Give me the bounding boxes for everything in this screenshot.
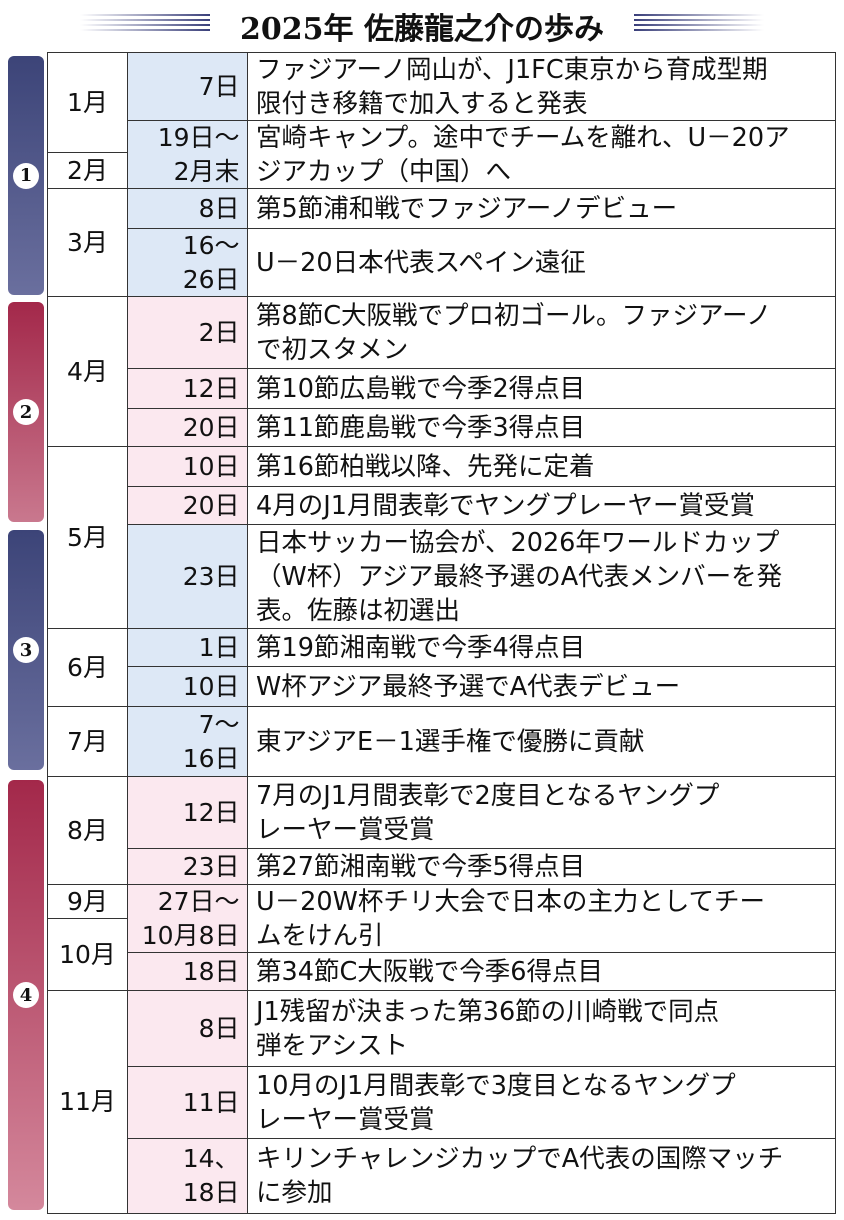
event-text: 10月のJ1月間表彰で3度目となるヤングプ レーヤー賞受賞 [247,1066,836,1140]
day-cell: 10日 [126,446,249,488]
day-cell: 11日 [126,1066,249,1140]
event-text: 7月のJ1月間表彰で2度目となるヤングプ レーヤー賞受賞 [247,776,836,850]
event-text: W杯アジア最終予選でA代表デビュー [247,666,836,708]
day-cell: 12日 [126,368,249,410]
phase-bar: 3 [8,530,44,770]
event-text: 第10節広島戦で今季2得点目 [247,368,836,410]
phase-label: 3 [13,637,39,663]
event-text: 東アジアE－1選手権で優勝に貢献 [247,706,836,778]
day-cell: 14、 18日 [126,1138,249,1214]
day-cell: 7日 [126,52,249,122]
phase-bar: 4 [8,780,44,1210]
day-cell: 18日 [126,952,249,992]
month-cell: 10月 [47,918,128,992]
day-cell: 16～ 26日 [126,228,249,298]
month-cell: 11月 [47,990,128,1214]
event-text: 宮崎キャンプ。途中でチームを離れ、U－20ア ジアカップ（中国）へ [247,120,836,190]
day-cell: 20日 [126,486,249,526]
event-text: U－20W杯チリ大会で日本の主力としてチー ムをけん引 [247,884,836,954]
month-cell: 4月 [47,296,128,448]
day-cell: 23日 [126,848,249,886]
month-cell: 7月 [47,706,128,778]
phase-label: 4 [13,982,39,1008]
phase-label: 1 [13,162,39,189]
event-text: 第11節鹿島戦で今季3得点目 [247,408,836,448]
event-text: ファジアーノ岡山が、J1FC東京から育成型期 限付き移籍で加入すると発表 [247,52,836,122]
title-decoration [80,14,210,34]
event-text: J1残留が決まった第36節の川崎戦で同点 弾をアシスト [247,990,836,1068]
event-text: 第27節湘南戦で今季5得点目 [247,848,836,886]
title: 2025年 佐藤龍之介の歩み [240,12,604,47]
day-cell: 10日 [126,666,249,708]
event-text: U－20日本代表スペイン遠征 [247,228,836,298]
event-text: キリンチャレンジカップでA代表の国際マッチ に参加 [247,1138,836,1214]
event-text: 第34節C大阪戦で今季6得点目 [247,952,836,992]
month-cell: 3月 [47,188,128,298]
month-cell: 8月 [47,776,128,886]
month-cell: 9月 [47,884,128,920]
phase-bar: 2 [8,302,44,522]
month-cell: 6月 [47,628,128,708]
event-text: 第5節浦和戦でファジアーノデビュー [247,188,836,230]
day-cell: 19日～ 2月末 [126,120,249,190]
day-cell: 27日～ 10月8日 [126,884,249,954]
day-cell: 23日 [126,524,249,630]
day-cell: 12日 [126,776,249,850]
month-cell: 1月 [47,52,128,154]
phase-bar: 1 [8,56,44,295]
phase-label: 2 [13,399,39,425]
event-text: 第8節C大阪戦でプロ初ゴール。ファジアーノ で初スタメン [247,296,836,370]
month-cell: 5月 [47,446,128,630]
day-cell: 2日 [126,296,249,370]
day-cell: 7～ 16日 [126,706,249,778]
event-text: 第16節柏戦以降、先発に定着 [247,446,836,488]
event-text: 第19節湘南戦で今季4得点目 [247,628,836,668]
month-cell: 2月 [47,152,128,190]
event-text: 4月のJ1月間表彰でヤングプレーヤー賞受賞 [247,486,836,526]
day-cell: 8日 [126,188,249,230]
day-cell: 8日 [126,990,249,1068]
day-cell: 1日 [126,628,249,668]
title-decoration [634,14,764,34]
event-text: 日本サッカー協会が、2026年ワールドカップ （W杯）アジア最終予選のA代表メン… [247,524,836,630]
day-cell: 20日 [126,408,249,448]
